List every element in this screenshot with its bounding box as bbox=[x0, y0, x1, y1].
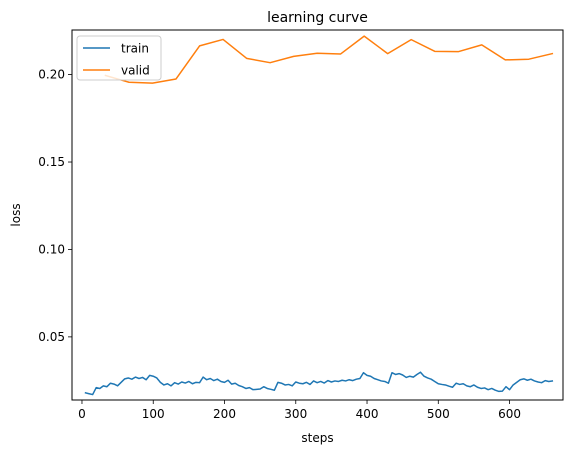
y-axis-label: loss bbox=[9, 203, 23, 226]
legend-valid-label: valid bbox=[121, 64, 150, 78]
x-tick-label: 500 bbox=[427, 407, 450, 421]
legend: train valid bbox=[77, 36, 161, 80]
y-tick-label: 0.10 bbox=[38, 242, 65, 256]
x-tick-label: 100 bbox=[142, 407, 165, 421]
y-tick-label: 0.15 bbox=[38, 155, 65, 169]
legend-train-label: train bbox=[121, 42, 149, 56]
x-tick-label: 300 bbox=[284, 407, 307, 421]
chart-title: learning curve bbox=[267, 10, 368, 26]
x-tick-label: 200 bbox=[213, 407, 236, 421]
y-tick-label: 0.20 bbox=[38, 68, 65, 82]
x-axis-label: steps bbox=[301, 431, 333, 445]
x-tick-label: 600 bbox=[498, 407, 521, 421]
x-tick-label: 0 bbox=[78, 407, 86, 421]
x-tick-label: 400 bbox=[356, 407, 379, 421]
y-tick-label: 0.05 bbox=[38, 330, 65, 344]
